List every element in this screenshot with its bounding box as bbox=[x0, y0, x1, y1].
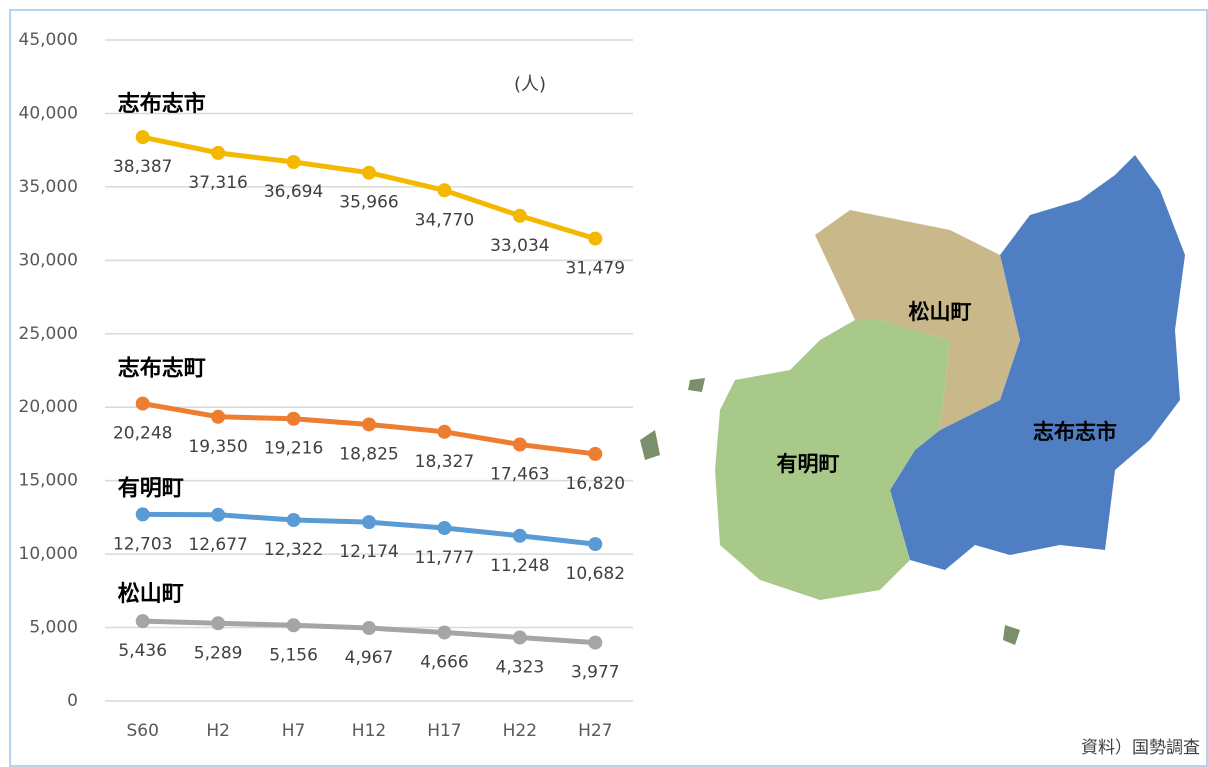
data-label: 10,682 bbox=[566, 564, 625, 584]
data-point bbox=[286, 513, 301, 528]
data-point bbox=[588, 231, 603, 246]
series-label: 志布志市 bbox=[118, 91, 206, 117]
x-tick-label: H12 bbox=[352, 721, 386, 741]
data-label: 19,216 bbox=[264, 439, 323, 459]
data-label: 11,248 bbox=[490, 556, 549, 576]
map-label: 松山町 bbox=[909, 300, 972, 324]
data-label: 12,174 bbox=[339, 542, 398, 562]
y-tick-label: 30,000 bbox=[19, 250, 78, 270]
x-tick-label: H27 bbox=[578, 721, 612, 741]
data-point bbox=[512, 630, 527, 645]
data-label: 5,436 bbox=[118, 641, 167, 661]
source: 資料）国勢調査 bbox=[1081, 738, 1200, 758]
unit-label: (人) bbox=[514, 74, 546, 95]
data-point bbox=[588, 635, 603, 650]
data-point bbox=[437, 424, 452, 439]
data-point bbox=[211, 409, 226, 424]
data-point bbox=[211, 145, 226, 160]
data-label: 4,967 bbox=[345, 648, 394, 668]
series-label: 志布志町 bbox=[118, 356, 206, 382]
data-label: 31,479 bbox=[566, 259, 625, 279]
y-tick-label: 25,000 bbox=[19, 324, 78, 344]
y-tick-label: 0 bbox=[67, 691, 78, 711]
data-label: 12,703 bbox=[113, 534, 172, 554]
data-point bbox=[362, 417, 376, 432]
data-point bbox=[437, 183, 452, 198]
y-tick-label: 5,000 bbox=[29, 618, 78, 638]
data-point bbox=[437, 521, 452, 536]
data-label: 36,694 bbox=[264, 182, 323, 202]
map-region bbox=[890, 155, 1185, 570]
data-label: 18,825 bbox=[339, 444, 398, 464]
data-point bbox=[588, 537, 603, 552]
data-label: 33,034 bbox=[490, 236, 549, 256]
data-point bbox=[135, 396, 150, 411]
data-point bbox=[135, 130, 150, 145]
data-point bbox=[135, 614, 150, 629]
data-point bbox=[362, 621, 376, 636]
data-point bbox=[512, 528, 527, 543]
y-tick-label: 20,000 bbox=[19, 397, 78, 417]
y-tick-label: 35,000 bbox=[19, 177, 78, 197]
data-label: 37,316 bbox=[188, 173, 247, 193]
map-label: 志布志市 bbox=[1033, 420, 1117, 444]
data-label: 16,820 bbox=[566, 474, 625, 494]
data-point bbox=[588, 446, 603, 461]
data-label: 12,677 bbox=[188, 535, 247, 555]
data-point bbox=[512, 437, 527, 452]
data-label: 35,966 bbox=[339, 193, 398, 213]
series-label: 有明町 bbox=[118, 475, 184, 501]
y-tick-label: 15,000 bbox=[19, 471, 78, 491]
y-tick-label: 45,000 bbox=[19, 30, 78, 50]
x-tick-label: H17 bbox=[427, 721, 461, 741]
y-tick-label: 10,000 bbox=[19, 544, 78, 564]
data-label: 20,248 bbox=[113, 424, 172, 444]
data-label: 5,156 bbox=[269, 645, 318, 665]
map-region bbox=[715, 320, 950, 600]
data-point bbox=[286, 618, 301, 633]
data-point bbox=[362, 515, 376, 530]
data-point bbox=[135, 507, 150, 522]
x-tick-label: H7 bbox=[282, 721, 306, 741]
data-label: 34,770 bbox=[415, 210, 474, 230]
series-label: 松山町 bbox=[118, 582, 184, 607]
data-point bbox=[362, 165, 376, 180]
data-point bbox=[211, 507, 226, 522]
data-label: 38,387 bbox=[113, 157, 172, 177]
map-label: 有明町 bbox=[777, 452, 840, 476]
data-label: 19,350 bbox=[188, 437, 247, 457]
frame bbox=[9, 9, 1208, 767]
x-tick-label: H2 bbox=[206, 721, 230, 741]
data-label: 5,289 bbox=[194, 643, 243, 663]
data-point bbox=[437, 625, 452, 640]
data-point bbox=[211, 616, 226, 631]
data-point bbox=[286, 155, 301, 170]
data-label: 17,463 bbox=[490, 464, 549, 484]
data-point bbox=[512, 208, 527, 223]
data-label: 11,777 bbox=[415, 548, 474, 568]
map-region bbox=[815, 210, 1020, 430]
map: 松山町 有明町 志布志市 bbox=[640, 155, 1185, 645]
data-label: 18,327 bbox=[415, 452, 474, 472]
data-label: 4,666 bbox=[420, 652, 469, 672]
data-point bbox=[286, 411, 301, 426]
data-label: 12,322 bbox=[264, 540, 323, 560]
x-tick-label: S60 bbox=[126, 721, 158, 741]
y-tick-label: 40,000 bbox=[19, 103, 78, 123]
data-label: 4,323 bbox=[496, 657, 545, 677]
data-label: 3,977 bbox=[571, 663, 620, 683]
x-tick-label: H22 bbox=[503, 721, 537, 741]
